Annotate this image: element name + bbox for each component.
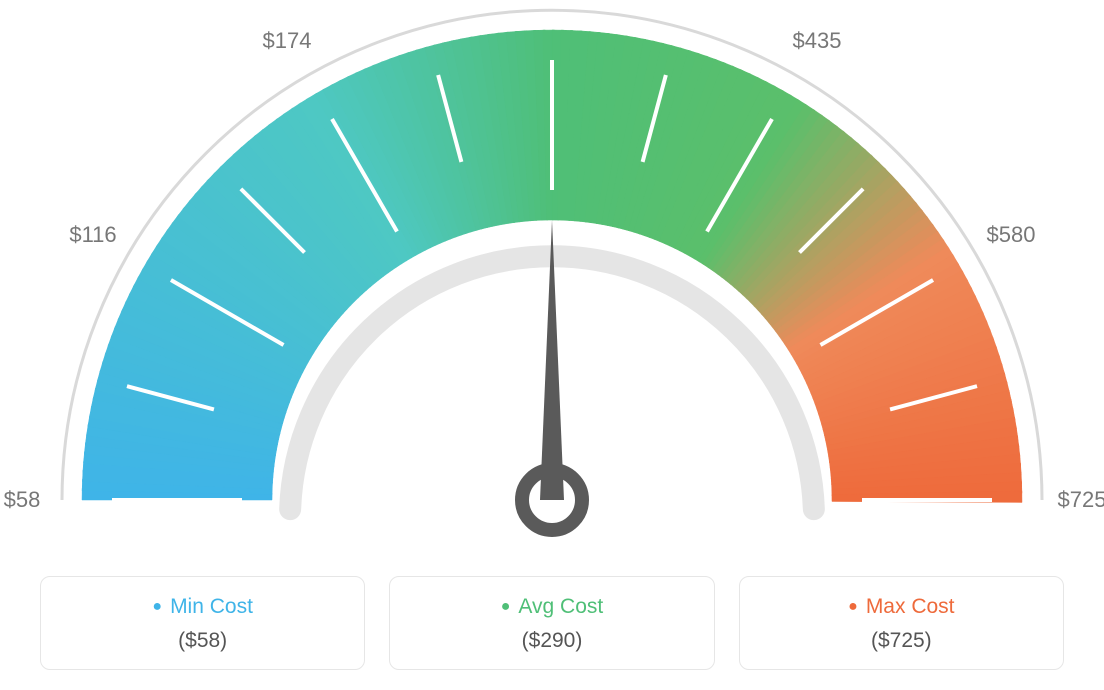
legend-value-avg: ($290) xyxy=(400,629,703,653)
legend-label-min: Min Cost xyxy=(51,595,354,619)
gauge-tick-label: $580 xyxy=(987,222,1036,248)
legend-row: Min Cost ($58) Avg Cost ($290) Max Cost … xyxy=(40,576,1064,670)
gauge-area: $58$116$174$290$435$580$725 xyxy=(0,0,1104,560)
legend-card-max: Max Cost ($725) xyxy=(739,576,1064,670)
gauge-chart-container: $58$116$174$290$435$580$725 Min Cost ($5… xyxy=(0,0,1104,690)
gauge-tick-label: $725 xyxy=(1058,487,1104,513)
legend-value-min: ($58) xyxy=(51,629,354,653)
legend-label-avg: Avg Cost xyxy=(400,595,703,619)
gauge-tick-label: $174 xyxy=(263,28,312,54)
gauge-svg xyxy=(0,0,1104,560)
gauge-tick-label: $116 xyxy=(69,222,116,248)
legend-value-max: ($725) xyxy=(750,629,1053,653)
legend-card-avg: Avg Cost ($290) xyxy=(389,576,714,670)
legend-card-min: Min Cost ($58) xyxy=(40,576,365,670)
gauge-tick-label: $58 xyxy=(4,487,41,513)
gauge-tick-label: $435 xyxy=(793,28,842,54)
legend-label-max: Max Cost xyxy=(750,595,1053,619)
